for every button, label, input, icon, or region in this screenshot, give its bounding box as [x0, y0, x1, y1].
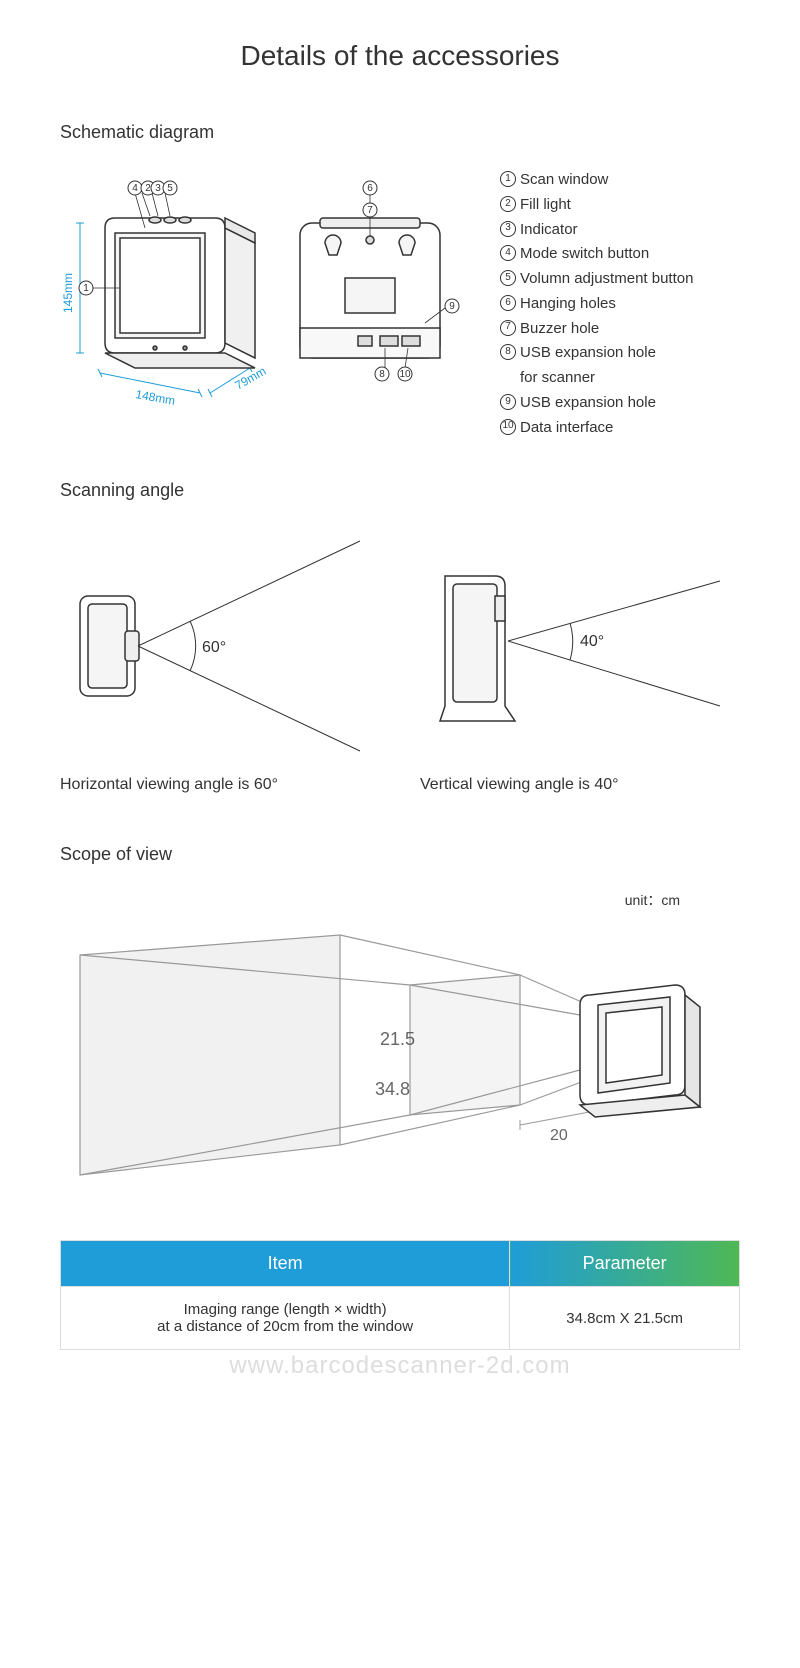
- legend-item: 4Mode switch button: [500, 242, 740, 267]
- legend-number: 9: [500, 394, 516, 410]
- v-angle-caption: Vertical viewing angle is 40°: [420, 776, 740, 794]
- legend-number: 6: [500, 295, 516, 311]
- legend-item: 10Data interface: [500, 416, 740, 441]
- legend-number: 5: [500, 270, 516, 286]
- legend-item: 7Buzzer hole: [500, 317, 740, 342]
- legend-text: Fill light: [518, 193, 571, 218]
- scope-w: 34.8: [375, 1079, 410, 1099]
- svg-text:10: 10: [399, 369, 411, 380]
- svg-text:3: 3: [155, 183, 161, 194]
- horizontal-angle-diagram: 60° Horizontal viewing angle is 60°: [60, 526, 380, 794]
- svg-text:6: 6: [367, 183, 373, 194]
- cell-item: Imaging range (length × width)at a dista…: [61, 1287, 510, 1350]
- legend-text: Data interface: [518, 416, 613, 441]
- legend-text: USB expansion hole: [518, 391, 656, 416]
- legend-number: 10: [500, 419, 516, 435]
- h-angle-value: 60°: [202, 639, 226, 656]
- th-param: Parameter: [510, 1241, 740, 1287]
- section-scope: Scope of view: [60, 844, 740, 865]
- legend-item: 3Indicator: [500, 218, 740, 243]
- svg-text:2: 2: [145, 183, 151, 194]
- table-row: Imaging range (length × width)at a dista…: [61, 1287, 740, 1350]
- legend-subtext: for scanner: [500, 366, 740, 391]
- unit-label: unit：cm: [60, 890, 740, 910]
- dim-width: 148mm: [134, 387, 176, 408]
- legend-number: 7: [500, 320, 516, 336]
- svg-text:8: 8: [379, 369, 385, 380]
- h-angle-caption: Horizontal viewing angle is 60°: [60, 776, 380, 794]
- schematic-diagram: 145mm 148mm 79mm: [60, 168, 480, 433]
- section-schematic: Schematic diagram: [60, 122, 740, 143]
- legend-number: 1: [500, 171, 516, 187]
- legend-text: USB expansion hole: [518, 341, 656, 366]
- dim-height: 145mm: [61, 273, 75, 313]
- scope-d: 20: [550, 1127, 568, 1144]
- scope-diagram: 21.5 34.8 20: [60, 915, 740, 1200]
- legend-text: Mode switch button: [518, 242, 649, 267]
- svg-text:4: 4: [132, 183, 138, 194]
- legend-list: 1Scan window2Fill light3Indicator4Mode s…: [500, 168, 740, 440]
- parameter-table: Item Parameter Imaging range (length × w…: [60, 1240, 740, 1350]
- svg-text:1: 1: [83, 283, 89, 294]
- legend-text: Buzzer hole: [518, 317, 599, 342]
- legend-number: 4: [500, 245, 516, 261]
- legend-item: 2Fill light: [500, 193, 740, 218]
- legend-number: 8: [500, 344, 516, 360]
- v-angle-value: 40°: [580, 633, 604, 650]
- svg-text:7: 7: [367, 205, 373, 216]
- legend-item: 6Hanging holes: [500, 292, 740, 317]
- legend-text: Hanging holes: [518, 292, 616, 317]
- cell-param: 34.8cm X 21.5cm: [510, 1287, 740, 1350]
- svg-text:9: 9: [449, 301, 455, 312]
- legend-number: 3: [500, 221, 516, 237]
- main-title: Details of the accessories: [60, 40, 740, 72]
- legend-item: 9USB expansion hole: [500, 391, 740, 416]
- legend-item: 1Scan window: [500, 168, 740, 193]
- legend-text: Volumn adjustment button: [518, 267, 693, 292]
- vertical-angle-diagram: 40° Vertical viewing angle is 40°: [420, 526, 740, 794]
- scope-h: 21.5: [380, 1029, 415, 1049]
- th-item: Item: [61, 1241, 510, 1287]
- svg-text:5: 5: [167, 183, 173, 194]
- legend-item: 5Volumn adjustment button: [500, 267, 740, 292]
- legend-text: Indicator: [518, 218, 578, 243]
- legend-text: Scan window: [518, 168, 608, 193]
- legend-number: 2: [500, 196, 516, 212]
- legend-item: 8USB expansion hole: [500, 341, 740, 366]
- section-angle: Scanning angle: [60, 480, 740, 501]
